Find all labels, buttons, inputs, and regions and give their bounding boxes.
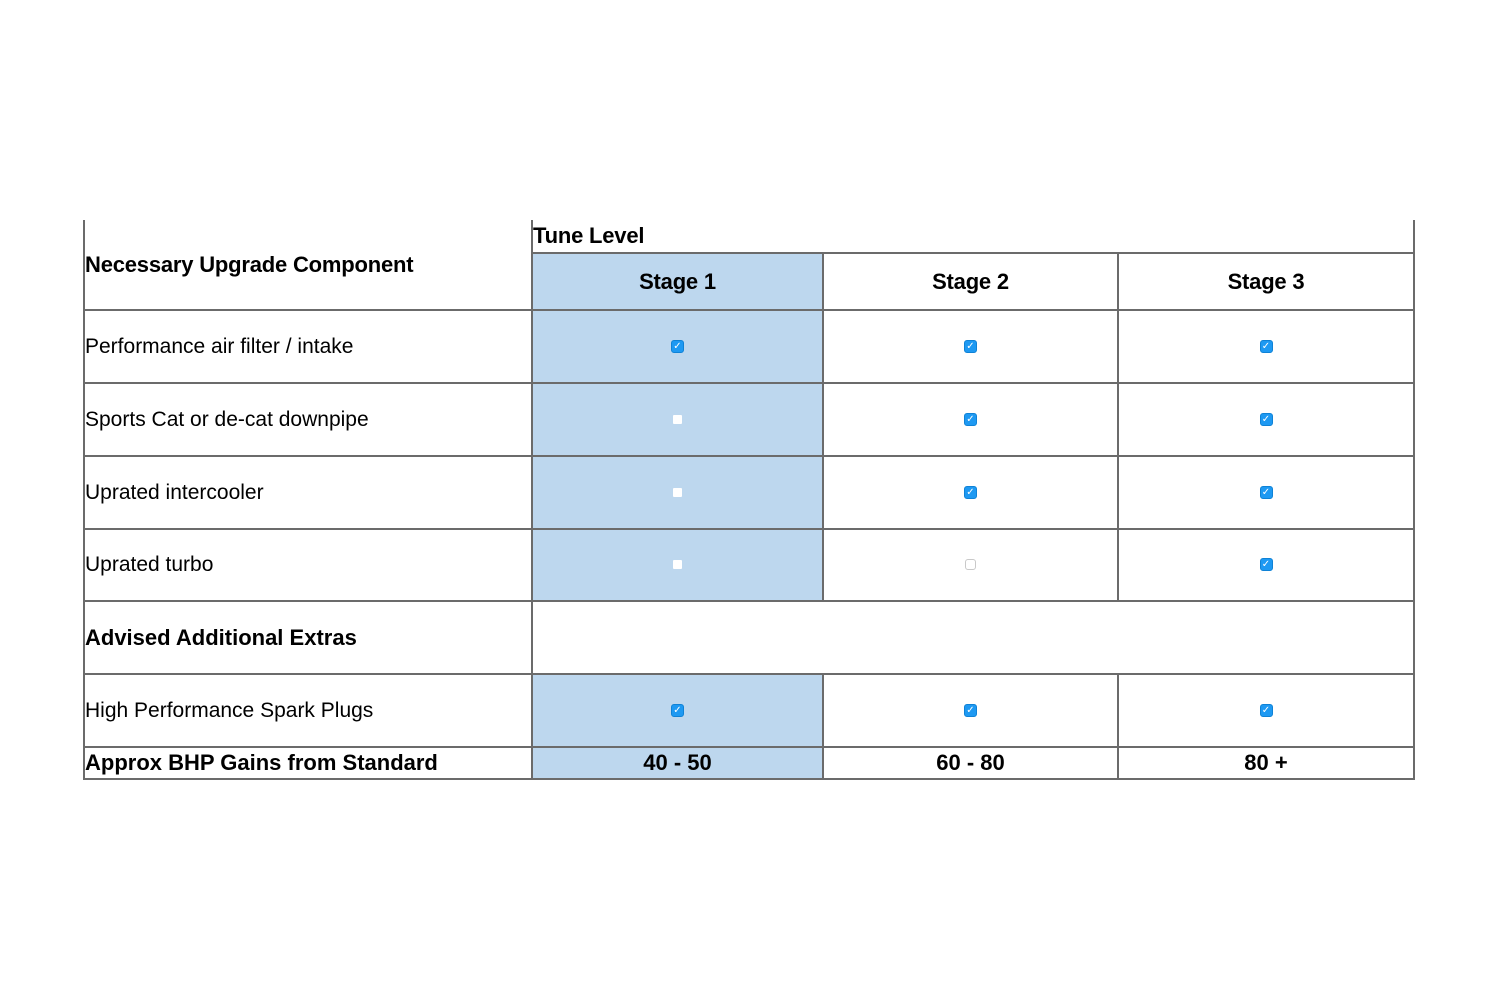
cell-air-filter-stage-2: ✓ [822, 309, 1119, 384]
table-row-turbo: Uprated turbo ✓ [83, 528, 1415, 602]
checkbox-icon[interactable] [673, 487, 682, 497]
checkbox-icon[interactable] [965, 559, 976, 571]
checkbox-icon[interactable]: ✓ [1259, 412, 1273, 426]
row-label-turbo: Uprated turbo [83, 528, 533, 602]
cell-downpipe-stage-1 [531, 382, 824, 457]
checkbox-icon[interactable]: ✓ [964, 339, 977, 353]
row-label-air-filter: Performance air filter / intake [83, 309, 533, 384]
table-row-air-filter: Performance air filter / intake ✓ ✓ ✓ [83, 309, 1415, 384]
tune-level-header-cell: Tune Level [531, 220, 1415, 254]
cell-downpipe-stage-3: ✓ [1117, 382, 1415, 457]
checkbox-icon[interactable]: ✓ [964, 485, 977, 499]
checkbox-icon[interactable]: ✓ [1259, 703, 1273, 717]
checkbox-icon[interactable]: ✓ [671, 703, 684, 717]
table-row-downpipe: Sports Cat or de-cat downpipe ✓ ✓ [83, 382, 1415, 457]
cell-intercooler-stage-3: ✓ [1117, 455, 1415, 530]
table-row-group-header: Necessary Upgrade Component Tune Level [83, 220, 1415, 311]
tune-level-label: Tune Level [533, 223, 645, 248]
table-row-section-extras: Advised Additional Extras [83, 600, 1415, 675]
row-label-downpipe: Sports Cat or de-cat downpipe [83, 382, 533, 457]
cell-turbo-stage-2 [822, 528, 1119, 602]
table-row-intercooler: Uprated intercooler ✓ ✓ [83, 455, 1415, 530]
section-blank-cell [531, 600, 1415, 675]
row-label-intercooler: Uprated intercooler [83, 455, 533, 530]
cell-turbo-stage-3: ✓ [1117, 528, 1415, 602]
corner-header-cell: Necessary Upgrade Component [83, 220, 533, 311]
cell-spark-plugs-stage-2: ✓ [822, 673, 1119, 748]
checkbox-icon[interactable]: ✓ [671, 339, 684, 353]
corner-header-label: Necessary Upgrade Component [85, 251, 414, 277]
checkbox-icon[interactable]: ✓ [1259, 485, 1273, 499]
section-header-label: Advised Additional Extras [83, 600, 533, 675]
row-label-bhp-gains: Approx BHP Gains from Standard [83, 746, 533, 780]
column-header-stage-1: Stage 1 [531, 252, 824, 311]
cell-intercooler-stage-1 [531, 455, 824, 530]
bhp-value-stage-3: 80 + [1117, 746, 1415, 780]
table-row-bhp-gains: Approx BHP Gains from Standard 40 - 50 6… [83, 746, 1415, 780]
column-header-stage-2: Stage 2 [822, 252, 1119, 311]
cell-turbo-stage-1 [531, 528, 824, 602]
cell-air-filter-stage-3: ✓ [1117, 309, 1415, 384]
table-row-stage-headers: Stage 1 Stage 2 Stage 3 [84, 252, 1415, 311]
checkbox-icon[interactable] [673, 560, 682, 570]
cell-downpipe-stage-2: ✓ [822, 382, 1119, 457]
checkbox-icon[interactable]: ✓ [964, 412, 977, 426]
table-row-spark-plugs: High Performance Spark Plugs ✓ ✓ ✓ [83, 673, 1415, 748]
row-label-spark-plugs: High Performance Spark Plugs [83, 673, 533, 748]
checkbox-icon[interactable] [673, 414, 682, 424]
checkbox-icon[interactable]: ✓ [1259, 558, 1273, 572]
cell-intercooler-stage-2: ✓ [822, 455, 1119, 530]
column-header-stage-3: Stage 3 [1117, 252, 1415, 311]
checkbox-icon[interactable]: ✓ [1259, 339, 1273, 353]
cell-spark-plugs-stage-3: ✓ [1117, 673, 1415, 748]
bhp-value-stage-1: 40 - 50 [531, 746, 824, 780]
tune-level-table: Necessary Upgrade Component Tune Level S… [83, 220, 1415, 780]
cell-air-filter-stage-1: ✓ [531, 309, 824, 384]
cell-spark-plugs-stage-1: ✓ [531, 673, 824, 748]
checkbox-icon[interactable]: ✓ [964, 703, 977, 717]
bhp-value-stage-2: 60 - 80 [822, 746, 1119, 780]
